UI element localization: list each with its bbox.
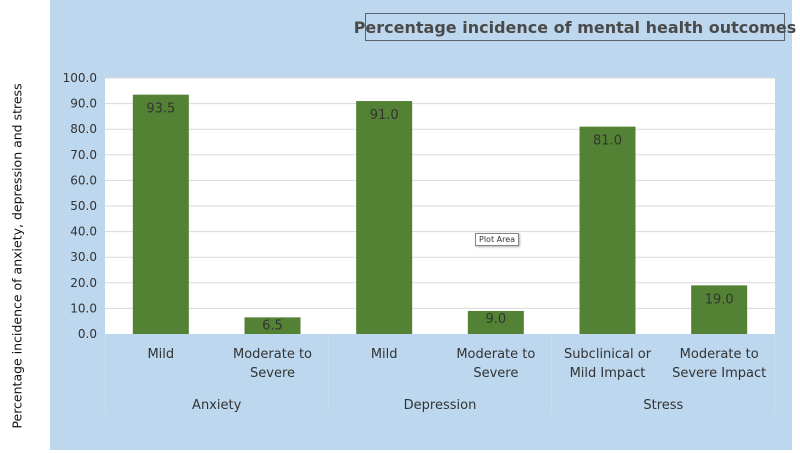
- x-tick-label: Severe Impact: [672, 366, 766, 381]
- x-tick-label: Moderate to: [456, 347, 535, 362]
- y-axis-label: Percentage incidence of anxiety, depress…: [9, 83, 25, 429]
- bar: [467, 310, 524, 334]
- bar: [691, 285, 748, 334]
- y-tick-label: 10.0: [70, 301, 97, 315]
- data-label: 91.0: [370, 108, 399, 123]
- data-label: 19.0: [705, 292, 734, 307]
- group-label: Depression: [404, 398, 477, 413]
- group-label: Stress: [643, 398, 683, 413]
- chart-title: Percentage incidence of mental health ou…: [354, 13, 796, 41]
- x-tick-label: Subclinical or: [564, 347, 652, 362]
- y-tick-label: 40.0: [70, 225, 97, 239]
- data-label: 9.0: [485, 312, 506, 327]
- x-tick-label: Mild Impact: [570, 366, 646, 381]
- bar: [132, 94, 189, 334]
- y-tick-label: 90.0: [70, 97, 97, 111]
- y-tick-label: 0.0: [78, 327, 97, 341]
- x-tick-label: Mild: [371, 347, 398, 362]
- plot-area-tooltip: Plot Area: [475, 233, 520, 246]
- y-tick-label: 70.0: [70, 148, 97, 162]
- y-tick-label: 100.0: [63, 71, 97, 85]
- x-tick-label: Moderate to: [233, 347, 312, 362]
- y-tick-label: 80.0: [70, 122, 97, 136]
- data-label: 93.5: [146, 102, 175, 117]
- data-label: 81.0: [593, 134, 622, 149]
- x-tick-label: Mild: [147, 347, 174, 362]
- y-tick-label: 20.0: [70, 276, 97, 290]
- y-tick-label: 50.0: [70, 199, 97, 213]
- x-tick-label: Severe: [473, 366, 518, 381]
- y-tick-label: 30.0: [70, 250, 97, 264]
- group-label: Anxiety: [192, 398, 242, 413]
- x-tick-label: Severe: [250, 366, 295, 381]
- x-tick-label: Moderate to: [680, 347, 759, 362]
- bar: [244, 317, 301, 334]
- y-tick-label: 60.0: [70, 173, 97, 187]
- data-label: 6.5: [262, 318, 283, 333]
- bar: [356, 101, 413, 334]
- bar: [579, 126, 636, 334]
